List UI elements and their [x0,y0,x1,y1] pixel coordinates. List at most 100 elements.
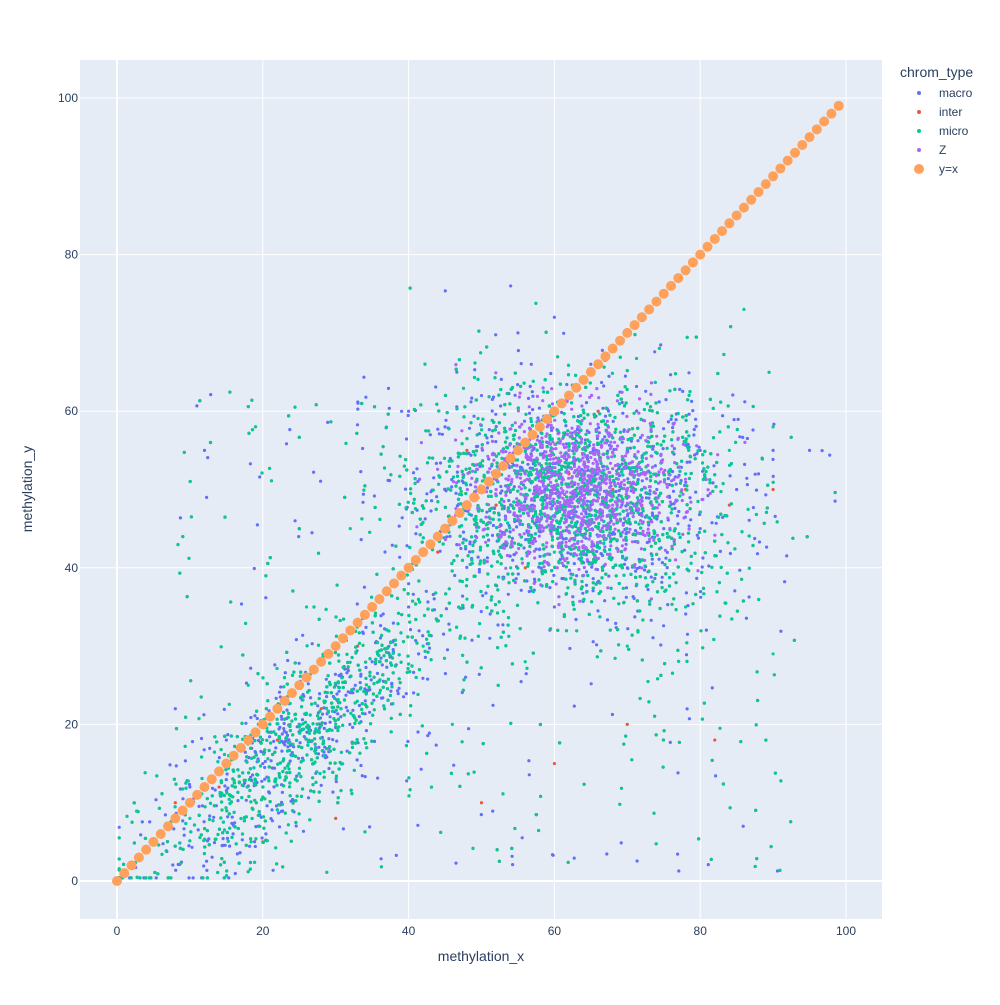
data-point [368,711,371,714]
data-point [348,723,351,726]
data-point [602,465,605,468]
data-point [771,458,774,461]
data-point [748,567,751,570]
data-point [525,672,528,675]
data-point [407,662,410,665]
data-point [251,773,254,776]
data-point [738,435,741,438]
data-point [684,612,687,615]
data-point [551,580,554,583]
data-point [272,869,275,872]
data-point [370,678,373,681]
data-point [530,363,533,366]
data-point [582,409,585,412]
data-point [651,448,654,451]
data-point [538,555,541,558]
data-point [275,784,278,787]
data-point [585,570,588,573]
data-point [361,501,364,504]
data-point [489,612,492,615]
data-point [687,434,690,437]
data-point [288,428,291,431]
data-point [376,641,379,644]
data-point [500,636,503,639]
data-point [282,685,285,688]
data-point [465,598,468,601]
data-point [499,388,502,391]
data-point [675,418,678,421]
data-point [428,647,431,650]
data-point [407,582,410,585]
data-point [318,697,321,700]
data-point [383,550,386,553]
data-point [534,443,537,446]
data-point [429,433,432,436]
data-point [325,707,328,710]
data-point [248,789,251,792]
data-point [370,702,373,705]
data-point [545,462,548,465]
data-point [376,672,379,675]
data-point [646,680,649,683]
data-point [614,490,617,493]
data-point [573,562,576,565]
data-point [538,407,541,410]
data-point [414,477,417,480]
data-point [573,608,576,611]
data-point [190,846,193,849]
data-point [475,529,478,532]
data-point [662,527,665,530]
data-point [388,479,391,482]
data-point [270,759,273,762]
data-point [268,791,271,794]
data-point [713,473,716,476]
data-point [476,445,479,448]
data-point [481,443,484,446]
data-point [717,516,720,519]
data-point [531,390,534,393]
data-point [335,692,338,695]
data-point [397,692,400,695]
data-point [662,624,665,627]
data-point [733,589,736,592]
data-point [491,409,494,412]
data-point [405,544,408,547]
data-point [211,856,214,859]
data-point [364,396,367,399]
data-point [347,665,350,668]
data-point [395,854,398,857]
data-point [381,696,384,699]
data-point [326,421,329,424]
data-point [597,410,600,413]
data-point [685,591,688,594]
data-point [656,452,659,455]
data-point [553,762,556,765]
data-point [226,837,229,840]
data-point [754,473,757,476]
data-point [603,435,606,438]
data-point [268,723,271,726]
data-point [507,593,510,596]
data-point [611,713,614,716]
data-point [644,390,647,393]
data-point [507,581,510,584]
data-point [564,578,567,581]
data-point [342,827,345,830]
data-point [260,780,263,783]
data-point [468,550,471,553]
data-point [524,660,527,663]
data-point [275,667,278,670]
data-point [206,797,209,800]
data-point [247,684,250,687]
data-point [688,394,691,397]
data-point [520,589,523,592]
data-point [636,439,639,442]
data-point [728,464,731,467]
data-point [712,436,715,439]
data-point [698,531,701,534]
data-point [507,635,510,638]
data-point [454,492,457,495]
data-point [325,695,328,698]
data-point [294,821,297,824]
data-point [435,462,438,465]
